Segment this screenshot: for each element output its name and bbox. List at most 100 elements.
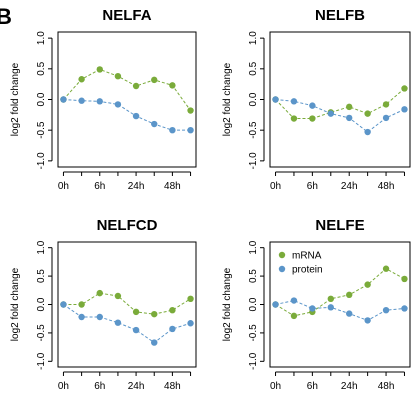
data-point-protein bbox=[187, 126, 194, 134]
data-point-mrna bbox=[401, 275, 408, 283]
y-tick-label: 1.0 bbox=[36, 31, 47, 45]
data-point-protein bbox=[151, 120, 158, 128]
y-tick-label: 0.5 bbox=[36, 269, 47, 283]
data-point-mrna bbox=[290, 115, 298, 122]
y-tick-label: 0.0 bbox=[36, 92, 47, 106]
data-point-protein bbox=[78, 313, 85, 321]
data-point-mrna bbox=[187, 295, 194, 303]
y-tick-label: 0.5 bbox=[248, 61, 259, 75]
data-point-protein bbox=[346, 114, 353, 122]
x-tick-label: 24h bbox=[128, 181, 145, 192]
x-tick-label: 24h bbox=[341, 381, 358, 392]
chart-title: NELFB bbox=[315, 7, 365, 24]
x-tick-label: 6h bbox=[94, 181, 105, 192]
x-tick-label: 0h bbox=[58, 381, 69, 392]
y-tick-label: -1.0 bbox=[36, 152, 47, 170]
y-tick-label: 0.0 bbox=[36, 297, 47, 311]
series-line-protein bbox=[63, 99, 191, 131]
data-point-protein bbox=[364, 128, 371, 136]
x-tick-label: 48h bbox=[164, 381, 181, 392]
data-point-protein bbox=[132, 326, 140, 334]
y-tick-label: -1.0 bbox=[36, 352, 47, 370]
plot-frame bbox=[269, 31, 411, 168]
data-point-protein bbox=[96, 98, 103, 105]
data-point-mrna bbox=[78, 76, 85, 83]
plot-frame bbox=[269, 241, 411, 368]
data-point-mrna bbox=[290, 312, 298, 320]
chart-title: NELFA bbox=[102, 7, 151, 24]
figure-panel-letter: B bbox=[0, 4, 12, 29]
data-point-mrna bbox=[346, 291, 353, 299]
x-tick-label: 24h bbox=[128, 381, 145, 392]
data-point-protein bbox=[401, 305, 408, 312]
data-point-mrna bbox=[382, 101, 390, 108]
x-tick-label: 0h bbox=[270, 181, 281, 192]
series-line-protein bbox=[275, 300, 405, 321]
y-axis-title: log2 fold change bbox=[10, 267, 21, 341]
data-point-protein bbox=[290, 297, 298, 304]
y-axis-title: log2 fold change bbox=[222, 267, 233, 341]
data-point-mrna bbox=[169, 306, 176, 314]
data-point-protein bbox=[401, 106, 408, 113]
data-point-mrna bbox=[151, 76, 158, 84]
data-point-protein bbox=[96, 313, 103, 321]
legend-label-mrna: mRNA bbox=[292, 251, 322, 262]
data-point-protein bbox=[346, 310, 353, 317]
data-point-protein bbox=[187, 320, 194, 327]
series-line-mrna bbox=[275, 268, 405, 317]
x-tick-label: 48h bbox=[164, 181, 181, 192]
y-tick-label: 0.5 bbox=[248, 269, 259, 283]
y-tick-label: 0.0 bbox=[248, 92, 259, 106]
plot-frame bbox=[57, 31, 197, 168]
data-point-protein bbox=[169, 126, 176, 134]
x-tick-label: 6h bbox=[94, 381, 105, 392]
chart-panel-nelfcd: NELFCD -1.0 -0.5 0.0 0.5 1.0 log2 fold change 0… bbox=[10, 217, 197, 392]
x-tick-label: 0h bbox=[58, 181, 69, 192]
data-point-protein bbox=[290, 98, 298, 105]
data-point-protein bbox=[60, 301, 67, 308]
series-line-mrna bbox=[63, 68, 191, 111]
x-tick-label: 24h bbox=[341, 181, 358, 192]
data-point-protein bbox=[309, 305, 316, 312]
chart-panel-nelfb: NELFB -1.0 -0.5 0.0 0.5 1.0 log2 fold change 0h… bbox=[222, 7, 411, 192]
chart-title: NELFE bbox=[315, 217, 364, 234]
y-tick-label: -0.5 bbox=[248, 324, 259, 342]
y-tick-label: 0.0 bbox=[248, 297, 259, 311]
data-point-mrna bbox=[96, 66, 103, 73]
data-point-mrna bbox=[346, 103, 353, 111]
data-point-mrna bbox=[401, 85, 408, 92]
chart-panel-nelfe: NELFE -1.0 -0.5 0.0 0.5 1.0 log2 fold change 0h… bbox=[222, 217, 411, 392]
data-point-mrna bbox=[132, 308, 140, 316]
data-point-protein bbox=[169, 325, 176, 333]
series-line-mrna bbox=[275, 88, 405, 120]
y-tick-label: -0.5 bbox=[248, 121, 259, 139]
data-point-protein bbox=[272, 301, 279, 308]
y-tick-label: 0.5 bbox=[36, 61, 47, 75]
x-tick-label: 48h bbox=[378, 381, 395, 392]
x-tick-label: 48h bbox=[378, 181, 395, 192]
y-tick-label: 1.0 bbox=[248, 240, 259, 254]
data-point-protein bbox=[114, 319, 122, 326]
data-point-protein bbox=[309, 102, 316, 109]
y-tick-label: -1.0 bbox=[248, 152, 259, 170]
y-tick-label: -1.0 bbox=[248, 352, 259, 370]
data-point-protein bbox=[364, 317, 371, 324]
y-axis-title: log2 fold change bbox=[10, 62, 21, 136]
y-axis-title: log2 fold change bbox=[222, 62, 233, 136]
data-point-mrna bbox=[151, 310, 158, 318]
legend-marker-protein bbox=[278, 265, 286, 273]
data-point-protein bbox=[60, 96, 67, 103]
plot-frame bbox=[57, 241, 197, 368]
data-point-mrna bbox=[327, 295, 334, 303]
data-point-mrna bbox=[382, 265, 390, 272]
data-point-mrna bbox=[78, 301, 85, 308]
data-point-protein bbox=[151, 339, 158, 346]
data-point-protein bbox=[132, 112, 140, 120]
x-tick-label: 6h bbox=[307, 181, 318, 192]
data-point-protein bbox=[327, 110, 334, 117]
y-tick-label: 1.0 bbox=[248, 31, 259, 45]
data-point-mrna bbox=[187, 107, 194, 114]
data-point-mrna bbox=[96, 289, 103, 297]
x-tick-label: 0h bbox=[270, 381, 281, 392]
